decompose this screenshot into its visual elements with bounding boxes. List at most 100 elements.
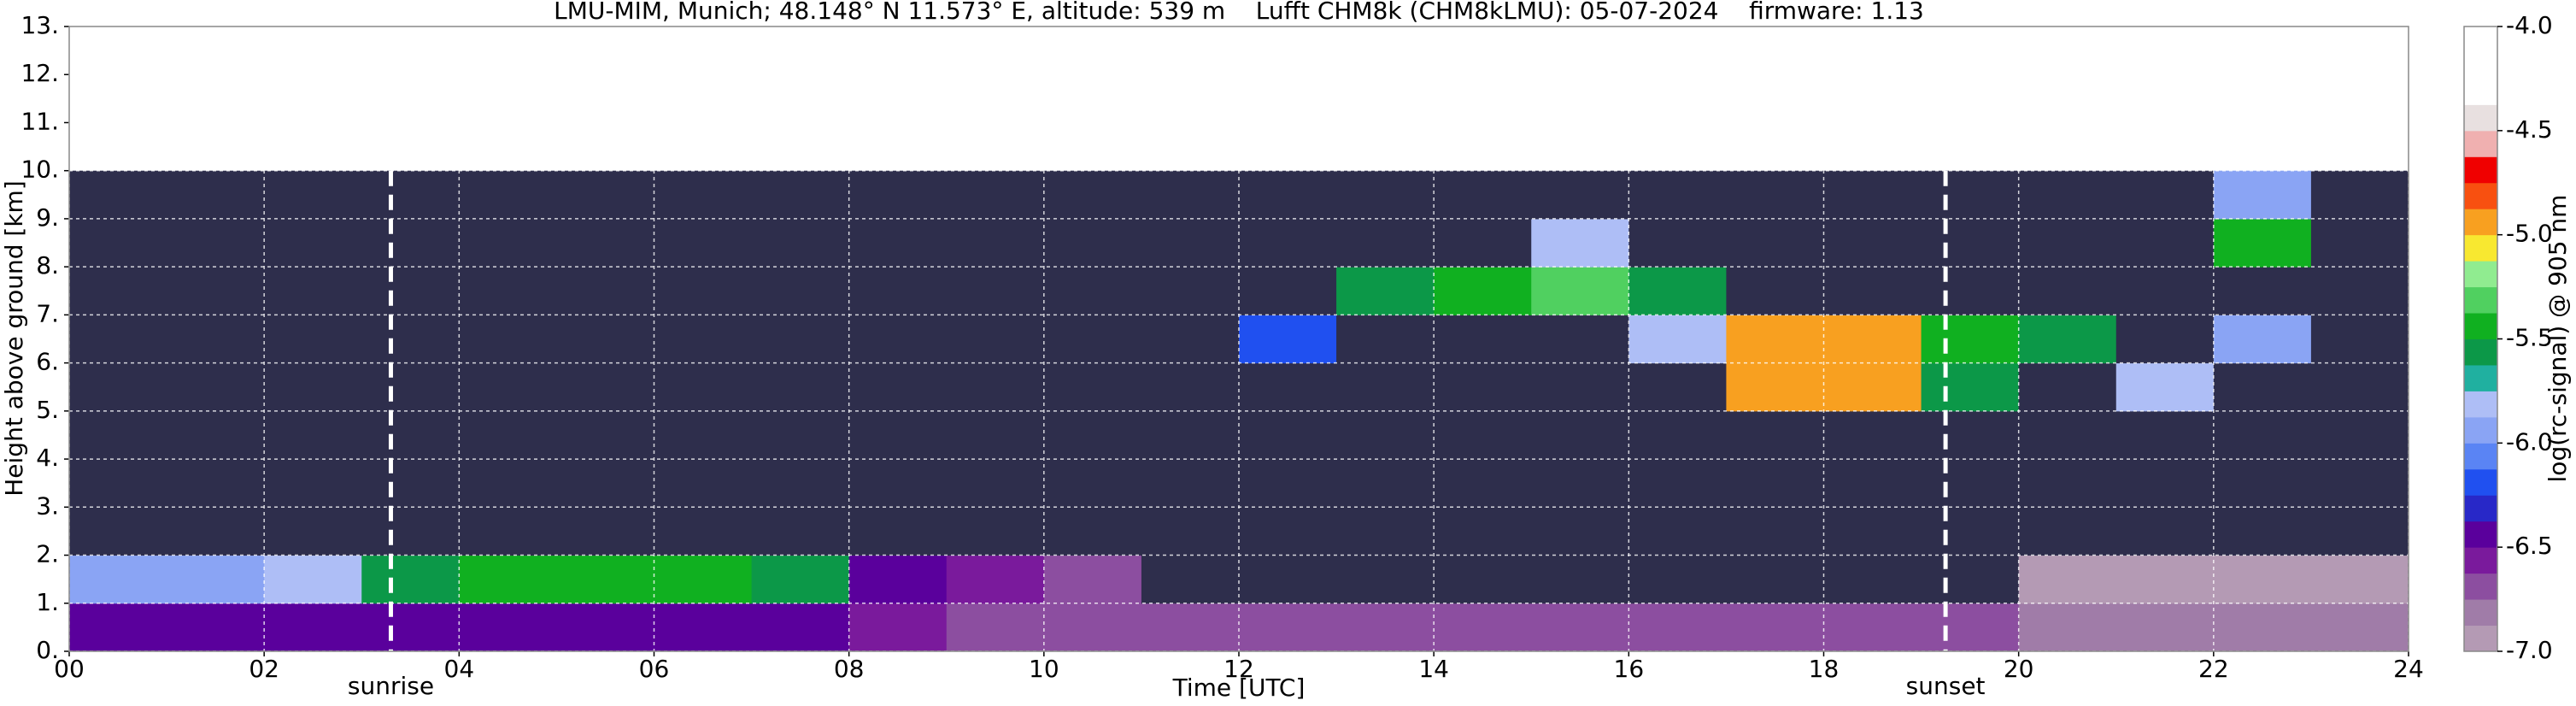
heatmap-cell xyxy=(1628,170,1727,220)
y-tick-label: 13. xyxy=(21,11,59,39)
x-tick-label: 06 xyxy=(639,655,670,683)
heatmap-cell xyxy=(848,459,948,508)
heatmap-cell xyxy=(1726,507,1824,556)
heatmap-cell xyxy=(1531,362,1629,412)
colorbar-tick-label: -5.5 xyxy=(2506,324,2553,352)
heatmap-cell xyxy=(2115,267,2215,315)
heatmap-cell xyxy=(654,218,753,268)
heatmap-cell xyxy=(1141,218,1240,268)
heatmap-cell xyxy=(2018,170,2117,220)
annotation-label: sunrise xyxy=(348,672,434,700)
heatmap-cell xyxy=(1531,603,1629,652)
x-tick-label: 18 xyxy=(1809,655,1840,683)
colorbar-band xyxy=(2464,130,2497,157)
x-tick-label: 12 xyxy=(1223,655,1254,683)
heatmap-cell xyxy=(167,459,265,508)
heatmap-cell xyxy=(361,170,460,220)
heatmap-cell xyxy=(69,315,167,364)
heatmap-cell xyxy=(1336,362,1435,412)
colorbar-band xyxy=(2464,209,2497,236)
heatmap-cell xyxy=(1434,555,1532,604)
heatmap-cell xyxy=(946,555,1045,604)
heatmap-cell xyxy=(946,603,1045,652)
heatmap-cell xyxy=(1921,267,2020,315)
heatmap-cell xyxy=(946,362,1045,412)
heatmap-cell xyxy=(2115,555,2215,604)
heatmap-cell xyxy=(1336,410,1435,460)
heatmap-cell xyxy=(654,603,753,652)
heatmap-cell xyxy=(1336,507,1435,556)
heatmap-cell xyxy=(2310,459,2409,508)
heatmap-cell xyxy=(751,410,850,460)
heatmap-cell xyxy=(556,170,654,220)
heatmap-cell xyxy=(1531,459,1629,508)
heatmap-cell xyxy=(1726,218,1824,268)
heatmap-cell xyxy=(361,603,460,652)
heatmap-cell xyxy=(751,170,850,220)
heatmap-cell xyxy=(1141,410,1240,460)
heatmap-cell xyxy=(361,218,460,268)
heatmap-cell xyxy=(2018,315,2117,364)
heatmap-cell xyxy=(264,362,362,412)
heatmap-cell xyxy=(556,555,654,604)
colorbar-band xyxy=(2464,443,2497,470)
heatmap-cell xyxy=(2213,267,2312,315)
heatmap-cell xyxy=(751,603,850,652)
x-axis-label: Time [UTC] xyxy=(1172,674,1306,702)
heatmap-cell xyxy=(751,555,850,604)
heatmap-cell xyxy=(459,315,557,364)
heatmap-cell xyxy=(2018,459,2117,508)
heatmap-cell xyxy=(1043,267,1142,315)
heatmap-cell xyxy=(946,507,1045,556)
heatmap-cell xyxy=(848,218,948,268)
heatmap-cell xyxy=(2018,555,2117,604)
heatmap-cell xyxy=(751,507,850,556)
heatmap-cell xyxy=(1434,603,1532,652)
heatmap-cell xyxy=(1141,603,1240,652)
heatmap-cell xyxy=(1531,315,1629,364)
heatmap-cell xyxy=(1434,267,1532,315)
heatmap-cell xyxy=(1141,170,1240,220)
heatmap-cell xyxy=(2018,362,2117,412)
colorbar-band xyxy=(2464,26,2497,105)
y-tick-label: 2. xyxy=(36,540,59,568)
heatmap-cell xyxy=(1726,603,1824,652)
heatmap-cell xyxy=(654,362,753,412)
colorbar-band xyxy=(2464,416,2497,444)
heatmap-cell xyxy=(1726,555,1824,604)
colorbar-tick-label: -7.0 xyxy=(2506,636,2553,664)
heatmap-cell xyxy=(1921,603,2020,652)
heatmap-cell xyxy=(69,362,167,412)
heatmap-cell xyxy=(1628,267,1727,315)
heatmap-cell xyxy=(69,507,167,556)
x-tick-label: 04 xyxy=(444,655,475,683)
heatmap-cell xyxy=(1043,410,1142,460)
heatmap-cell xyxy=(1531,267,1629,315)
colorbar-band xyxy=(2464,364,2497,391)
colorbar-band xyxy=(2464,338,2497,366)
heatmap-cell xyxy=(654,170,753,220)
heatmap-cell xyxy=(1628,218,1727,268)
heatmap-cell xyxy=(1239,555,1337,604)
x-tick-label: 02 xyxy=(249,655,279,683)
y-tick-label: 0. xyxy=(36,636,59,664)
heatmap-cell xyxy=(1628,410,1727,460)
heatmap-cell xyxy=(654,267,753,315)
heatmap-cell xyxy=(1141,362,1240,412)
heatmap-cell xyxy=(1239,603,1337,652)
heatmap-cell xyxy=(2213,507,2312,556)
heatmap-cell xyxy=(2115,170,2215,220)
heatmap-cell xyxy=(1726,315,1824,364)
heatmap-cell xyxy=(751,362,850,412)
heatmap-cell xyxy=(1531,555,1629,604)
heatmap-cell xyxy=(1921,315,2020,364)
colorbar-band xyxy=(2464,391,2497,418)
heatmap-cell xyxy=(1043,603,1142,652)
heatmap-cell xyxy=(1628,362,1727,412)
heatmap-cell xyxy=(946,459,1045,508)
heatmap-cell xyxy=(1336,267,1435,315)
heatmap-cell xyxy=(2310,170,2409,220)
heatmap-cell xyxy=(2310,410,2409,460)
heatmap-cell xyxy=(2213,459,2312,508)
heatmap-cell xyxy=(361,507,460,556)
